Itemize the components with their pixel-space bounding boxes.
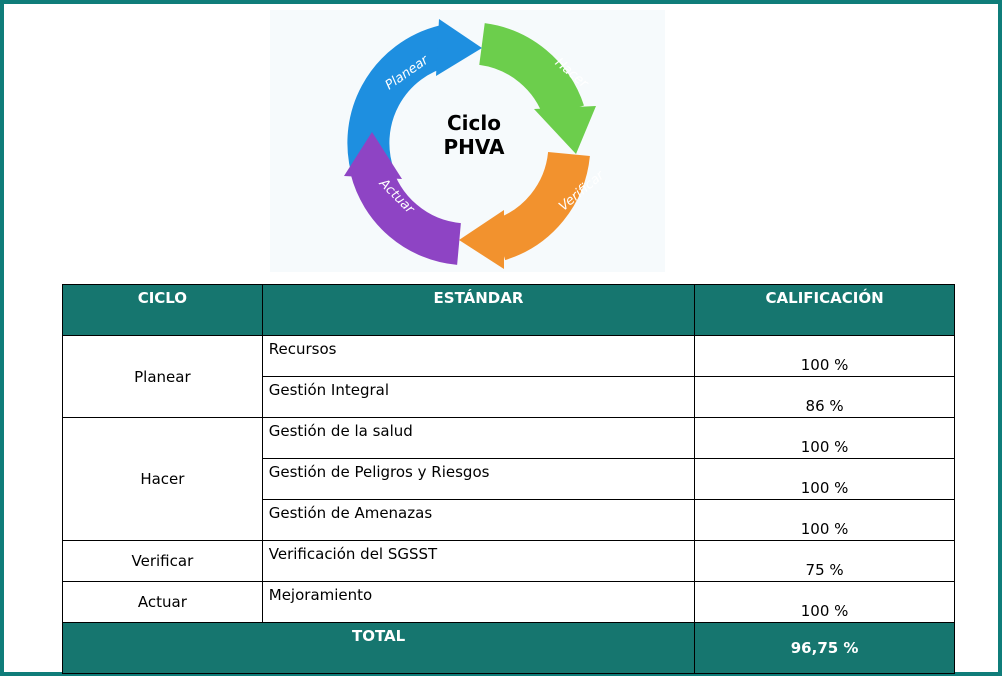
score-cell: 86 %: [694, 376, 955, 418]
arrow-head: [344, 132, 402, 179]
ciclo-cell: Hacer: [62, 417, 263, 541]
standard-cell: Gestión de Amenazas: [261, 499, 696, 541]
total-label: TOTAL: [61, 622, 696, 674]
table-row: Verificar Verificación del SGSST 75 %: [62, 540, 955, 582]
ciclo-cell: Planear: [62, 335, 263, 418]
center-label: Ciclo: [447, 111, 501, 135]
total-row: TOTAL 96,75 %: [61, 622, 955, 674]
standard-cell: Mejoramiento: [261, 581, 696, 623]
arrow-head: [436, 19, 482, 76]
score-cell: 100 %: [694, 499, 955, 541]
arrow-head: [459, 210, 504, 269]
standard-cell: Gestión de la salud: [261, 417, 696, 459]
arrow-head: [534, 106, 596, 154]
table-row: Gestión Integral 86 %: [63, 376, 955, 418]
column-header: ESTÁNDAR: [261, 284, 696, 336]
standard-cell: Recursos: [261, 335, 696, 377]
score-cell: 75 %: [694, 540, 955, 582]
table-row: Hacer Gestión de la salud 100 %: [62, 417, 955, 541]
table-row: Actuar Mejoramiento 100 %: [62, 581, 955, 623]
arrow-verificar: [492, 151, 590, 261]
column-header: CICLO: [62, 284, 263, 336]
table-row: Planear Recursos 100 %: [62, 335, 955, 418]
standard-cell: Verificación del SGSST: [261, 540, 696, 582]
ciclo-cell: Actuar: [62, 581, 263, 623]
score-cell: 100 %: [694, 335, 955, 377]
phva-diagram: Ciclo PHVA Planear Hacer Verificar Actua…: [270, 10, 665, 272]
score-cell: 100 %: [694, 417, 955, 459]
score-cell: 100 %: [694, 458, 955, 500]
arrow-hacer: [478, 23, 584, 120]
table-row: Gestión de Peligros y Riesgos 100 %: [63, 458, 955, 500]
standard-cell: Gestión de Peligros y Riesgos: [261, 458, 696, 500]
column-header: CALIFICACIÓN: [694, 284, 955, 336]
score-cell: 100 %: [694, 581, 955, 623]
total-value: 96,75 %: [694, 622, 955, 674]
table-row: Gestión de Amenazas 100 %: [63, 499, 955, 541]
results-table: CICLO ESTÁNDAR CALIFICACIÓN Planear Recur…: [61, 284, 955, 674]
arrow-actuar: [350, 163, 462, 265]
standard-cell: Gestión Integral: [261, 376, 696, 418]
center-label: PHVA: [444, 135, 506, 159]
ciclo-cell: Verificar: [62, 540, 263, 582]
